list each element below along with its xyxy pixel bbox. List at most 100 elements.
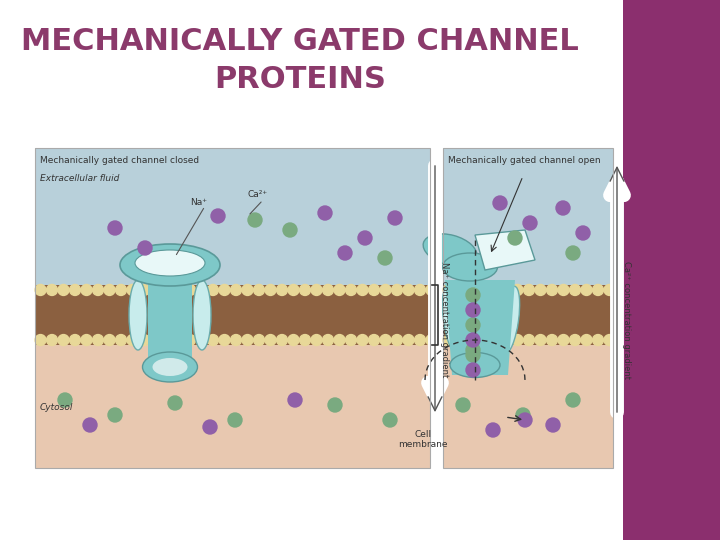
Circle shape	[253, 335, 264, 346]
Bar	[443, 148, 613, 468]
Circle shape	[346, 335, 356, 346]
Circle shape	[466, 288, 480, 302]
Circle shape	[558, 285, 569, 295]
Circle shape	[566, 246, 580, 260]
Circle shape	[493, 196, 507, 210]
Bar	[148, 280, 192, 370]
Circle shape	[83, 418, 97, 432]
Circle shape	[508, 231, 522, 245]
Circle shape	[486, 423, 500, 437]
Circle shape	[58, 393, 72, 407]
Circle shape	[500, 335, 511, 346]
Circle shape	[604, 335, 615, 346]
Circle shape	[58, 285, 69, 295]
Circle shape	[318, 206, 332, 220]
Circle shape	[323, 285, 333, 295]
Bar	[35, 285, 430, 345]
Circle shape	[196, 335, 207, 346]
Ellipse shape	[193, 280, 211, 350]
Circle shape	[443, 335, 454, 346]
Circle shape	[58, 335, 69, 346]
Circle shape	[466, 285, 477, 295]
Circle shape	[127, 285, 138, 295]
Circle shape	[338, 246, 352, 260]
Circle shape	[219, 335, 230, 346]
Circle shape	[357, 335, 368, 346]
Bar	[35, 148, 430, 468]
Circle shape	[477, 335, 488, 346]
Circle shape	[546, 418, 560, 432]
Circle shape	[104, 335, 115, 346]
Circle shape	[253, 285, 264, 295]
Circle shape	[443, 285, 454, 295]
Circle shape	[138, 285, 150, 295]
Circle shape	[242, 335, 253, 346]
Circle shape	[115, 285, 127, 295]
Bar	[443, 148, 613, 285]
Circle shape	[219, 285, 230, 295]
Circle shape	[283, 223, 297, 237]
Ellipse shape	[143, 352, 197, 382]
Circle shape	[196, 285, 207, 295]
Circle shape	[415, 335, 426, 346]
Circle shape	[426, 285, 437, 295]
Ellipse shape	[450, 353, 500, 377]
Circle shape	[546, 285, 557, 295]
Circle shape	[265, 285, 276, 295]
Circle shape	[456, 398, 470, 412]
Circle shape	[161, 335, 173, 346]
Circle shape	[323, 335, 333, 346]
Text: Cell
membrane: Cell membrane	[398, 430, 448, 449]
Circle shape	[378, 251, 392, 265]
Circle shape	[466, 343, 480, 357]
Circle shape	[556, 201, 570, 215]
Text: Extracellular fluid: Extracellular fluid	[40, 174, 120, 183]
Circle shape	[369, 285, 379, 295]
Circle shape	[466, 363, 480, 377]
Circle shape	[454, 335, 466, 346]
Circle shape	[242, 285, 253, 295]
Polygon shape	[475, 230, 535, 270]
Circle shape	[288, 285, 299, 295]
Circle shape	[230, 335, 241, 346]
Circle shape	[523, 216, 537, 230]
Circle shape	[228, 413, 242, 427]
Text: PROTEINS: PROTEINS	[214, 65, 386, 94]
Text: Na⁺: Na⁺	[190, 198, 207, 207]
Circle shape	[300, 335, 310, 346]
Circle shape	[604, 285, 615, 295]
Circle shape	[92, 335, 104, 346]
Circle shape	[265, 335, 276, 346]
Circle shape	[403, 335, 414, 346]
Ellipse shape	[443, 253, 498, 281]
Circle shape	[403, 285, 414, 295]
Circle shape	[288, 393, 302, 407]
Circle shape	[138, 335, 150, 346]
Circle shape	[127, 335, 138, 346]
Circle shape	[380, 285, 391, 295]
Polygon shape	[445, 280, 515, 375]
Circle shape	[161, 285, 173, 295]
Bar	[443, 285, 613, 345]
Circle shape	[81, 335, 92, 346]
Circle shape	[108, 408, 122, 422]
Circle shape	[230, 285, 241, 295]
Circle shape	[570, 335, 580, 346]
Circle shape	[173, 285, 184, 295]
Bar	[35, 148, 430, 285]
Circle shape	[523, 285, 534, 295]
Circle shape	[70, 285, 81, 295]
Circle shape	[593, 335, 603, 346]
Text: Cytosol: Cytosol	[40, 403, 73, 412]
Circle shape	[276, 335, 287, 346]
Circle shape	[150, 335, 161, 346]
Bar	[623, 0, 720, 540]
Circle shape	[369, 335, 379, 346]
Circle shape	[173, 335, 184, 346]
Circle shape	[357, 285, 368, 295]
Circle shape	[546, 335, 557, 346]
Ellipse shape	[500, 286, 520, 354]
Circle shape	[184, 335, 196, 346]
Ellipse shape	[120, 244, 220, 286]
Ellipse shape	[129, 280, 147, 350]
